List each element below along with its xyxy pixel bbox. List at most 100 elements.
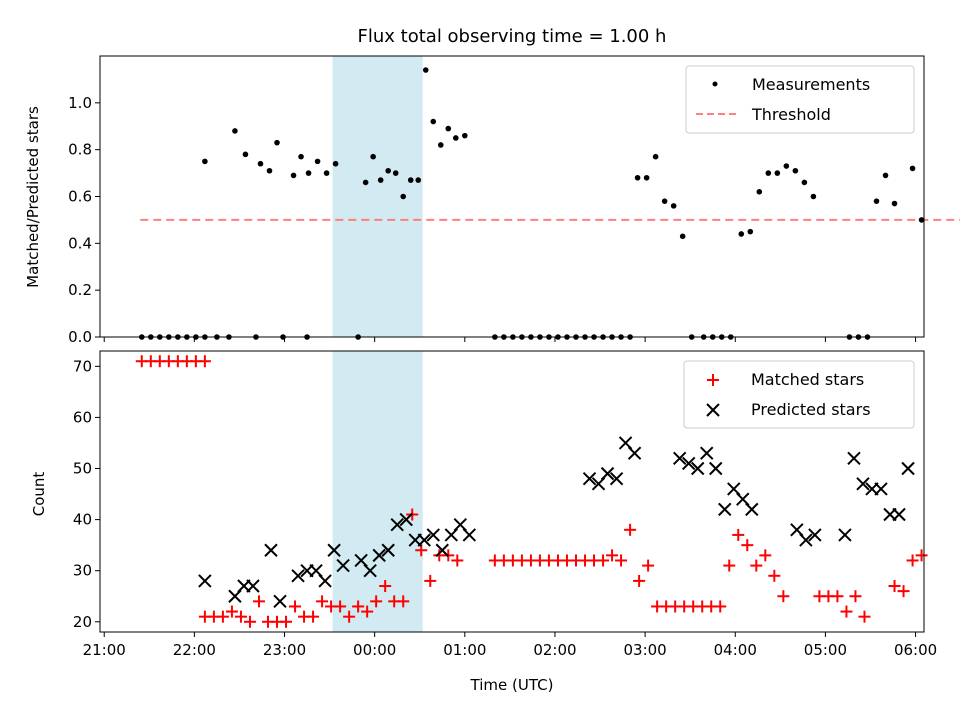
- x-axis-label: Time (UTC): [470, 676, 554, 694]
- measurement-point: [909, 165, 916, 172]
- matched-star-point: [624, 523, 637, 536]
- matched-star-point: [615, 554, 628, 567]
- bottom-highlight-span: [332, 351, 423, 632]
- matched-star-point: [906, 554, 919, 567]
- top-panel: 0.0 0.2 0.4 0.6 0.8 1.0 Matched/Predicted sta…: [24, 55, 960, 346]
- matched-star-point: [849, 590, 862, 603]
- matched-star-point: [714, 600, 727, 613]
- matched-star-point: [361, 605, 374, 618]
- predicted-star-point: [264, 543, 278, 557]
- measurement-point: [873, 198, 880, 204]
- legend-measurements-label: Measurements: [752, 75, 870, 94]
- predicted-star-point: [838, 528, 852, 542]
- x-b: [264, 543, 278, 557]
- matched-star-point: [379, 580, 392, 593]
- top-y-axis-label: Matched/Predicted stars: [24, 106, 42, 288]
- x-b: [336, 558, 350, 573]
- predicted-star-point: [874, 482, 888, 496]
- measurement-point: [407, 177, 414, 183]
- top-legend: Measurements Threshold: [685, 65, 915, 134]
- bottom-y-ticks: 20 30 40 50 60 70: [73, 357, 100, 631]
- matched-star-point: [858, 610, 871, 623]
- measurement-point: [370, 153, 376, 160]
- x-b: [681, 456, 696, 471]
- y-tick-label: 30: [73, 562, 92, 580]
- x-b: [372, 548, 386, 563]
- y-tick-label: 0.8: [68, 141, 92, 159]
- y-tick-label: 20: [73, 613, 92, 631]
- bottom-legend: Matched stars Predicted stars: [683, 360, 915, 429]
- measurement-point: [298, 153, 304, 160]
- measurement-point: [202, 158, 208, 165]
- legend-matched-label: Matched stars: [751, 370, 864, 389]
- predicted-star-point: [363, 563, 377, 578]
- predicted-star-point: [435, 543, 449, 557]
- x-b: [736, 492, 750, 506]
- predicted-star-point: [600, 466, 615, 481]
- predicted-star-point: [847, 451, 861, 465]
- measurement-point: [652, 153, 659, 160]
- measurement-point: [290, 172, 297, 179]
- predicted-star-point: [856, 477, 870, 491]
- matched-star-point: [642, 559, 655, 572]
- predicted-star-point: [399, 512, 413, 527]
- x-b: [718, 502, 732, 517]
- measurement-point: [377, 177, 384, 183]
- predicted-star-point: [709, 461, 723, 476]
- x-b: [309, 563, 323, 578]
- predicted-star-point: [718, 502, 732, 517]
- x-b: [363, 563, 377, 578]
- chart-title: Flux total observing time = 1.00 h: [358, 26, 667, 47]
- x-tick-label: 01:00: [443, 641, 486, 659]
- measurement-point: [232, 128, 238, 134]
- x-b: [390, 518, 404, 532]
- count-points: [135, 355, 928, 628]
- x-b: [690, 461, 705, 476]
- x-b: [399, 512, 413, 527]
- matched-star-point: [633, 574, 646, 587]
- x-b: [426, 528, 440, 542]
- matched-star-point: [831, 590, 844, 603]
- matched-star-point: [252, 595, 265, 608]
- x-b: [700, 446, 714, 460]
- legend-measurement-marker: [712, 81, 718, 87]
- predicted-star-point: [381, 543, 395, 557]
- matched-star-point: [750, 559, 763, 572]
- bottom-x-ticks: 21:00 22:00 23:00 00:00 01:00 02:00 03:00 04:00…: [83, 632, 937, 659]
- predicted-star-point: [745, 502, 759, 517]
- matched-star-point: [307, 610, 320, 623]
- measurement-point: [266, 167, 273, 174]
- matched-star-point: [234, 610, 247, 623]
- measurement-point: [747, 228, 754, 235]
- matched-star-point: [216, 610, 229, 623]
- measurement-point: [792, 167, 799, 174]
- bottom-axes-frame: [99, 350, 925, 633]
- measurement-point: [765, 170, 772, 176]
- x-b: [462, 528, 477, 542]
- x-b: [354, 553, 368, 568]
- matched-star-point: [343, 610, 356, 623]
- top-x-ticks: [103, 337, 917, 342]
- matched-star-point: [451, 554, 464, 567]
- measurement-point: [634, 174, 641, 181]
- measurement-point: [670, 203, 677, 209]
- predicted-star-point: [799, 533, 813, 547]
- measurement-point: [392, 170, 399, 176]
- predicted-star-point: [426, 528, 440, 542]
- x-b: [790, 523, 804, 537]
- measurement-point: [756, 189, 763, 195]
- measurement-point: [774, 170, 781, 176]
- x-b: [417, 533, 431, 547]
- x-b: [582, 472, 597, 486]
- measurement-point: [415, 177, 422, 183]
- x-b: [198, 574, 212, 588]
- x-b: [600, 466, 615, 481]
- measurement-point: [801, 179, 808, 186]
- matched-star-point: [225, 605, 238, 618]
- matched-star-point: [759, 549, 772, 562]
- measurement-point: [323, 170, 330, 176]
- measurement-point: [242, 151, 249, 158]
- measurement-point: [882, 172, 889, 179]
- matched-star-point: [415, 544, 428, 557]
- predicted-star-point: [627, 446, 642, 460]
